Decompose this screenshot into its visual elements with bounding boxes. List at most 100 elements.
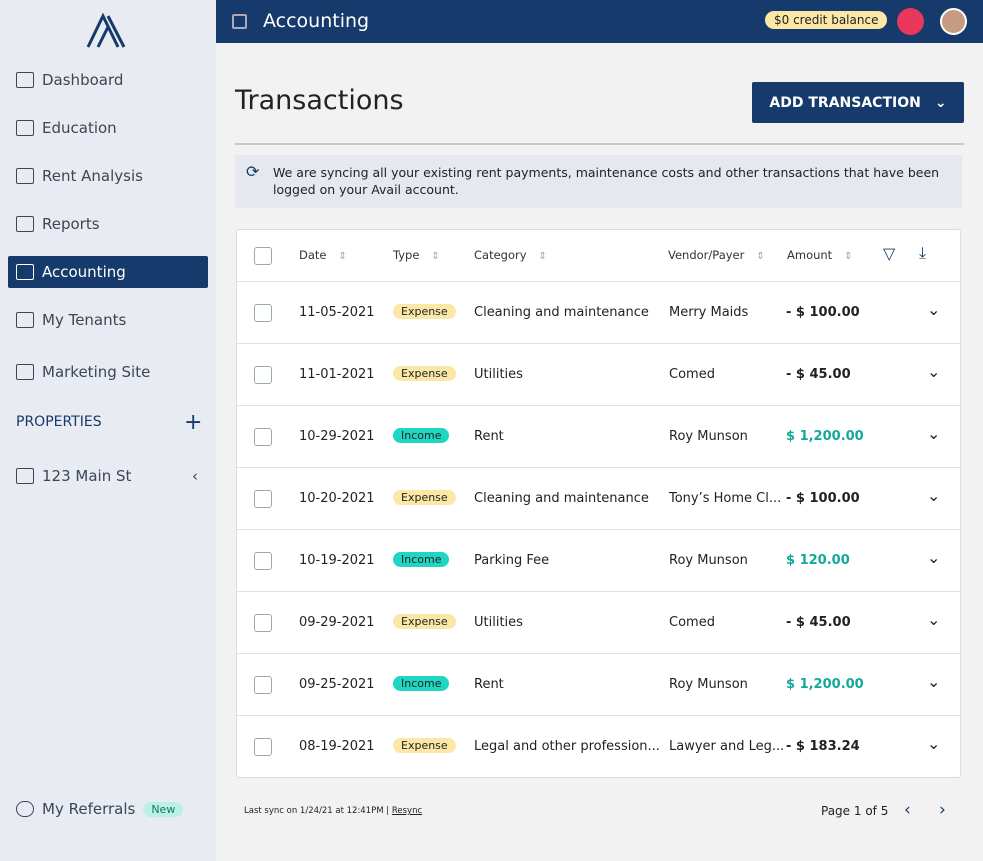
column-header[interactable]: Category ⇕ (474, 248, 547, 262)
nav-item[interactable]: My Tenants (8, 304, 208, 336)
expand-chevron[interactable]: ⌄ (927, 424, 941, 443)
column-label: Amount (787, 248, 833, 262)
filter-icon[interactable]: ▽ (883, 244, 896, 263)
add-transaction-button[interactable]: ADD TRANSACTION ⌄ (752, 82, 964, 123)
amount: $ 1,200.00 (786, 677, 864, 692)
vendor: Comed (669, 367, 715, 382)
expand-chevron[interactable]: ⌄ (927, 610, 941, 629)
prev-page[interactable]: ‹ (904, 800, 911, 820)
checkbox[interactable] (254, 490, 272, 508)
date: 10-19-2021 (299, 553, 375, 568)
type-badge: Expense (393, 304, 456, 319)
sort-icon: ⇕ (756, 251, 765, 262)
nav-label: Marketing Site (42, 363, 151, 381)
transaction-row: 10-29-2021 Income Rent Roy Munson $ 1,200.00… (237, 406, 960, 468)
new-badge: New (143, 801, 184, 817)
nav-item[interactable]: Dashboard (8, 64, 208, 96)
checkbox[interactable] (254, 304, 272, 322)
next-page[interactable]: › (939, 800, 946, 820)
divider (235, 143, 964, 145)
checkbox[interactable] (254, 366, 272, 384)
header-row: Date ⇕ Type ⇕ Category ⇕ Vendor/Payer ⇕ Amount ⇕ ▽… (237, 230, 960, 282)
type-badge: Expense (393, 490, 456, 505)
nav-icon (16, 216, 34, 232)
transaction-row: 10-19-2021 Income Parking Fee Roy Munson $ 1… (237, 530, 960, 592)
type-badge: Income (393, 676, 450, 691)
nav-item[interactable]: Education (8, 112, 208, 144)
checkbox[interactable] (254, 676, 272, 694)
column-header[interactable]: Type ⇕ (393, 248, 440, 262)
column-label: Date (299, 248, 327, 262)
category: Cleaning and maintenance (474, 305, 649, 320)
nav-item[interactable]: Reports (8, 208, 208, 240)
expand-chevron[interactable]: ⌄ (927, 300, 941, 319)
last-sync-text: Last sync on 1/24/21 at 12:41PM | (244, 806, 390, 816)
vendor: Roy Munson (669, 553, 748, 568)
resync-link[interactable]: Resync (391, 806, 423, 816)
amount: - $ 45.00 (786, 367, 851, 382)
transaction-row: 11-01-2021 Expense Utilities Comed - $ 45.00… (237, 344, 960, 406)
nav-icon (16, 312, 34, 328)
sidebar-toggle[interactable] (232, 14, 247, 29)
property-link[interactable]: 123 Main St ‹ (8, 460, 208, 492)
expand-chevron[interactable]: ⌄ (927, 672, 941, 691)
expand-chevron[interactable]: ⌄ (927, 734, 941, 753)
amount: $ 1,200.00 (786, 429, 864, 444)
category: Utilities (474, 615, 523, 630)
sort-icon: ⇕ (844, 251, 853, 262)
type-badge: Expense (393, 614, 456, 629)
date: 11-01-2021 (299, 367, 375, 382)
add-property[interactable]: + (184, 410, 203, 435)
button-label: ADD TRANSACTION (769, 94, 921, 111)
checkbox[interactable] (254, 247, 272, 265)
category: Legal and other profession... (474, 739, 660, 754)
nav-icon (16, 364, 34, 380)
sort-icon: ⇕ (338, 251, 347, 262)
type-badge: Expense (393, 738, 456, 753)
expand-chevron[interactable]: ⌄ (927, 362, 941, 381)
transaction-row: 11-05-2021 Expense Cleaning and maintenanc… (237, 282, 960, 344)
nav-label: Rent Analysis (42, 167, 143, 185)
expand-chevron[interactable]: ⌄ (927, 548, 941, 567)
notifications[interactable] (897, 8, 924, 35)
expand-chevron[interactable]: ⌄ (927, 486, 941, 505)
date: 10-29-2021 (299, 429, 375, 444)
amount: - $ 100.00 (786, 305, 860, 320)
transaction-row: 08-19-2021 Expense Legal and other profess… (237, 716, 960, 778)
nav-item[interactable]: Marketing Site (8, 356, 208, 388)
category: Parking Fee (474, 553, 550, 568)
column-header[interactable]: Date ⇕ (299, 248, 347, 262)
properties-heading: PROPERTIES (16, 414, 102, 430)
checkbox[interactable] (254, 614, 272, 632)
content: Transactions ADD TRANSACTION ⌄ ⟳ We are sy… (216, 43, 983, 861)
download-icon[interactable]: ⤓ (919, 243, 927, 262)
avatar[interactable] (940, 8, 967, 35)
category: Rent (474, 429, 504, 444)
topbar: Accounting $0 credit balance (216, 0, 983, 43)
column-header[interactable]: Vendor/Payer ⇕ (668, 248, 765, 262)
column-label: Type (393, 248, 420, 262)
date: 11-05-2021 (299, 305, 375, 320)
sync-text: We are syncing all your existing rent pa… (273, 165, 940, 197)
category: Cleaning and maintenance (474, 491, 649, 506)
vendor: Lawyer and Leg... (669, 739, 785, 754)
amount: $ 120.00 (786, 553, 850, 568)
category: Rent (474, 677, 504, 692)
column-header[interactable]: Amount ⇕ (787, 248, 853, 262)
type-badge: Expense (393, 366, 456, 381)
transaction-row: 09-25-2021 Income Rent Roy Munson $ 1,200.00… (237, 654, 960, 716)
nav-icon (16, 120, 34, 136)
referrals-link[interactable]: My Referrals New (8, 793, 208, 825)
transaction-row: 09-29-2021 Expense Utilities Comed - $ 45.00… (237, 592, 960, 654)
amount: - $ 45.00 (786, 615, 851, 630)
type-badge: Income (393, 428, 450, 443)
checkbox[interactable] (254, 428, 272, 446)
checkbox[interactable] (254, 738, 272, 756)
nav-item[interactable]: Accounting (8, 256, 208, 288)
checkbox[interactable] (254, 552, 272, 570)
nav-item[interactable]: Rent Analysis (8, 160, 208, 192)
nav-label: Dashboard (42, 71, 124, 89)
referrals: My Referrals (42, 800, 136, 818)
credit-balance[interactable]: $0 credit balance (765, 11, 888, 29)
